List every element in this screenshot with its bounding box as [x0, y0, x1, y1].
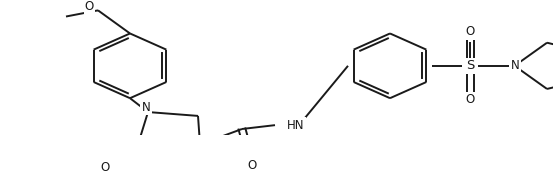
Text: N: N [510, 59, 519, 72]
Text: HN: HN [287, 119, 305, 132]
Text: O: O [247, 160, 257, 172]
Text: O: O [101, 161, 109, 174]
Text: N: N [142, 101, 150, 114]
Text: S: S [466, 59, 474, 72]
Text: O: O [466, 25, 474, 38]
Text: O: O [466, 93, 474, 106]
Text: O: O [85, 0, 94, 13]
